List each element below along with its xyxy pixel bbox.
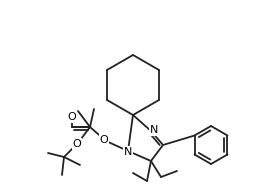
Text: O: O [73,139,81,149]
Text: N: N [150,125,158,135]
Text: O: O [100,135,108,145]
Text: N: N [124,147,132,157]
Text: O: O [68,112,76,122]
